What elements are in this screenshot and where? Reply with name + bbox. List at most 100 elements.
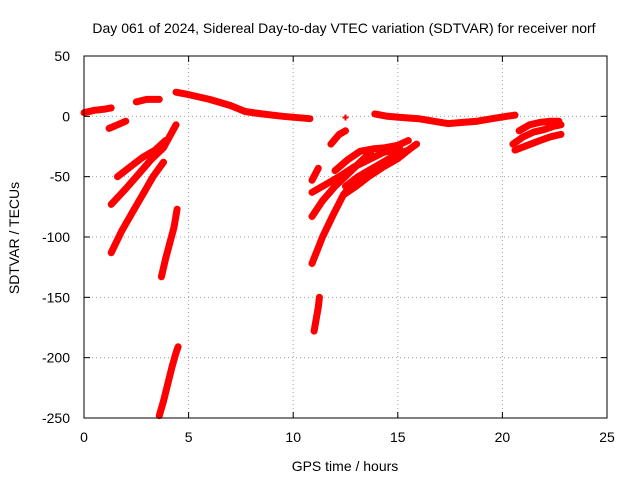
data-point	[316, 294, 323, 301]
data-point	[173, 89, 180, 96]
data-points	[80, 88, 565, 420]
data-point	[168, 364, 175, 371]
data-point	[279, 113, 286, 120]
series-track-g	[107, 158, 167, 257]
data-point	[394, 155, 401, 162]
data-point	[394, 142, 401, 149]
data-point	[524, 142, 531, 149]
series-track	[107, 158, 167, 257]
data-point	[365, 156, 372, 163]
data-point	[474, 118, 481, 125]
data-point	[309, 260, 316, 267]
data-point	[242, 108, 249, 115]
data-point	[384, 113, 391, 120]
data-point	[503, 113, 510, 120]
y-tick-label: -200	[42, 350, 70, 366]
series-track-n	[308, 145, 404, 196]
data-point	[227, 102, 234, 109]
y-tick-label: 50	[54, 48, 70, 64]
data-point	[129, 209, 136, 216]
data-point	[309, 213, 316, 220]
series-track-i	[155, 343, 182, 420]
data-point	[206, 96, 213, 103]
x-axis-label: GPS time / hours	[292, 458, 399, 474]
data-point	[327, 141, 334, 148]
x-tick-label: 15	[390, 429, 406, 445]
data-point	[445, 120, 452, 127]
series-track-v	[511, 130, 565, 154]
data-point	[430, 118, 437, 125]
data-point	[162, 255, 169, 262]
data-point	[91, 107, 98, 114]
data-point	[306, 115, 313, 122]
data-point	[365, 173, 372, 180]
data-point	[122, 118, 129, 125]
series-track	[80, 104, 115, 117]
series-track-f	[107, 121, 180, 208]
data-point	[526, 121, 533, 128]
data-point	[122, 185, 129, 192]
data-point	[143, 96, 150, 103]
data-point	[101, 106, 108, 113]
data-point	[150, 173, 157, 180]
series-track-a	[80, 104, 115, 117]
data-point	[415, 115, 422, 122]
data-point	[185, 91, 192, 98]
data-point	[380, 164, 387, 171]
data-point	[321, 182, 328, 189]
y-tick-label: 0	[62, 108, 70, 124]
data-point	[158, 273, 165, 280]
data-point	[147, 156, 154, 163]
series-track-m	[308, 164, 322, 184]
data-point	[357, 148, 364, 155]
series-track	[107, 121, 180, 208]
data-point	[315, 303, 322, 310]
data-point	[530, 129, 537, 136]
data-point	[160, 159, 167, 166]
data-point	[173, 349, 180, 356]
data-point	[175, 343, 182, 350]
series-track	[310, 293, 323, 335]
data-point	[309, 189, 316, 196]
series-track	[172, 88, 314, 123]
data-point	[398, 114, 405, 121]
data-point	[319, 234, 326, 240]
data-point	[340, 191, 347, 198]
data-point	[509, 141, 516, 148]
data-point	[336, 173, 343, 180]
x-tick-label: 20	[495, 429, 511, 445]
data-point	[156, 96, 163, 103]
data-point	[118, 227, 125, 234]
series-track-q	[339, 146, 412, 199]
axis-ticks: 0 5 10 15 20 25 50 0 -50 -100 -150 -200 -250	[42, 48, 615, 445]
data-point	[160, 144, 167, 151]
data-point	[160, 398, 167, 405]
data-point	[174, 206, 181, 213]
data-point	[344, 156, 351, 163]
data-point	[133, 98, 140, 105]
data-point	[516, 127, 523, 134]
data-point	[336, 131, 343, 138]
data-point	[173, 121, 180, 128]
y-tick-label: -50	[50, 169, 70, 185]
data-point	[342, 183, 349, 190]
data-point	[342, 127, 349, 134]
data-point	[114, 121, 121, 128]
data-point	[350, 164, 357, 171]
series-track-c	[132, 95, 163, 106]
series-track-o	[331, 137, 412, 175]
data-point	[555, 118, 562, 125]
data-point	[557, 131, 564, 138]
data-point	[413, 141, 420, 148]
series-track	[339, 146, 412, 199]
series-track-s	[342, 114, 349, 121]
data-point	[547, 133, 554, 140]
data-point	[382, 144, 389, 151]
data-point	[108, 249, 115, 256]
data-point	[108, 104, 115, 111]
data-point	[520, 133, 527, 140]
data-point	[355, 173, 362, 180]
series-track-d	[172, 88, 314, 123]
data-point	[369, 145, 376, 152]
